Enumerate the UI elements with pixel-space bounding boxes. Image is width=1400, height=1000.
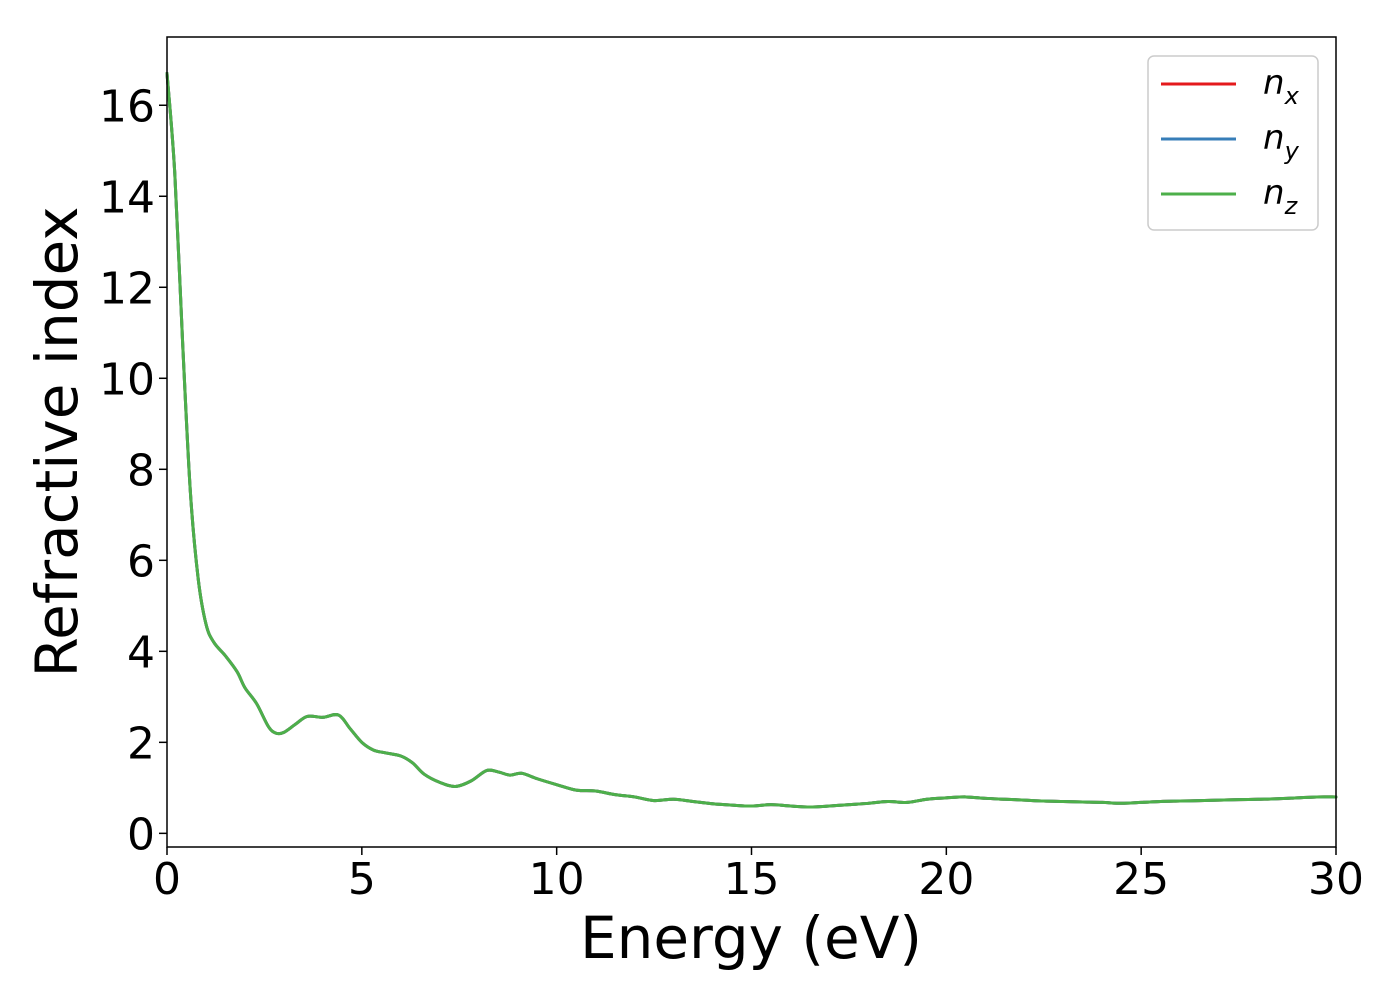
legend-label-z: nz <box>1263 173 1299 220</box>
y-tick-label: 12 <box>99 263 155 314</box>
x-axis-label: Energy (eV) <box>580 904 922 972</box>
y-tick-label: 14 <box>99 172 155 223</box>
x-tick-label: 0 <box>153 854 181 905</box>
x-tick-label: 5 <box>348 854 376 905</box>
x-tick-label: 15 <box>724 854 780 905</box>
y-tick-label: 8 <box>127 445 155 496</box>
y-tick-label: 6 <box>127 536 155 587</box>
x-tick-label: 25 <box>1113 854 1169 905</box>
y-tick-label: 2 <box>127 718 155 769</box>
y-axis-label: Refractive index <box>23 206 91 677</box>
x-tick-label: 10 <box>529 854 585 905</box>
series-lines <box>165 71 1338 809</box>
y-tick-label: 10 <box>99 354 155 405</box>
x-tick-label: 20 <box>918 854 974 905</box>
y-tick-label: 16 <box>99 81 155 132</box>
y-tick-label: 4 <box>127 627 155 678</box>
legend-label-y: ny <box>1263 118 1300 165</box>
y-axis-ticks: 0 2 4 6 8 10 12 14 16 <box>99 81 167 860</box>
y-tick-label: 0 <box>127 809 155 860</box>
series-line-z <box>165 71 1338 809</box>
legend-box <box>1147 55 1319 231</box>
legend-label-x: nx <box>1263 63 1300 110</box>
x-axis-ticks: 0 5 10 15 20 25 30 <box>153 847 1364 905</box>
legend: nx ny nz <box>1147 55 1319 231</box>
x-tick-label: 30 <box>1308 854 1364 905</box>
